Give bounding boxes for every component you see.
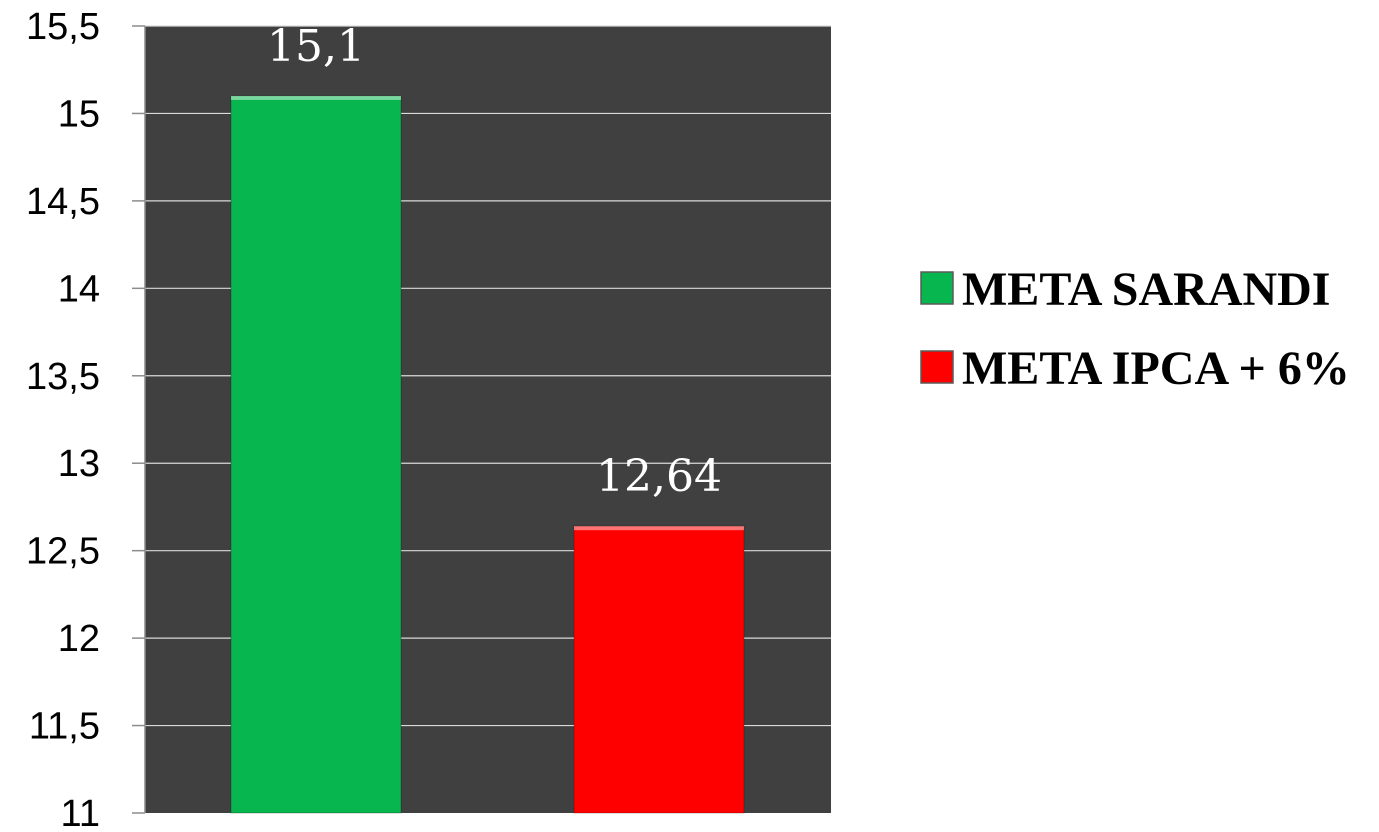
y-axis: 11 11,5 12 12,5 13 13,5 14 14,5 15 15,5 [26, 6, 145, 832]
y-tick-label: 15 [58, 93, 100, 135]
data-label: 12,64 [596, 451, 722, 502]
bars [230, 95, 745, 814]
legend-label: META SARANDI [962, 263, 1330, 316]
y-tick-label: 13 [58, 443, 100, 485]
y-tick-label: 11,5 [29, 706, 100, 748]
bar-meta-ipca [573, 525, 745, 814]
bar-highlight [231, 95, 401, 100]
y-tick-label: 14 [58, 268, 100, 310]
y-tick-label: 14,5 [26, 181, 100, 223]
bar-meta-sarandi [230, 95, 402, 814]
y-tick-label: 12,5 [26, 531, 100, 573]
legend-label: META IPCA + 6% [962, 342, 1350, 395]
legend-swatch [920, 271, 954, 305]
data-labels: 15,1 12,64 [267, 21, 722, 502]
legend-swatch [920, 350, 954, 384]
y-tick-label: 11 [61, 793, 100, 832]
y-tick-label: 12 [58, 618, 100, 660]
data-label: 15,1 [267, 21, 365, 72]
y-tick-label: 15,5 [26, 6, 100, 48]
bar-highlight [574, 526, 744, 531]
y-tick-label: 13,5 [26, 356, 100, 398]
legend: META SARANDI META IPCA + 6% [920, 263, 1350, 395]
